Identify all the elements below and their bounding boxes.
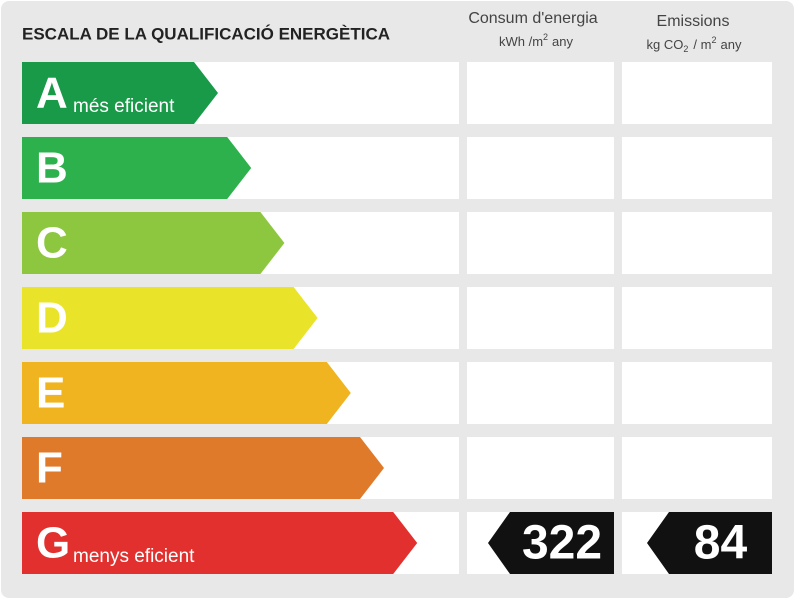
rating-arrow — [22, 212, 285, 274]
rating-arrow — [22, 512, 418, 574]
value-box — [622, 212, 772, 274]
unit-part: any — [720, 37, 741, 52]
unit-sup: 2 — [543, 32, 548, 42]
rating-label: més eficient — [73, 96, 175, 117]
value-badge — [647, 512, 772, 574]
column-title: Consum d'energia — [468, 10, 597, 27]
value-box — [467, 137, 614, 199]
value-box — [622, 137, 772, 199]
value-box — [622, 287, 772, 349]
rating-label: menys eficient — [73, 546, 195, 567]
value-box — [467, 437, 614, 499]
unit-part: / m — [693, 37, 711, 52]
unit-part: kWh /m — [499, 34, 543, 49]
column-title: Emissions — [657, 13, 730, 30]
value-box — [622, 362, 772, 424]
title: ESCALA DE LA QUALIFICACIÓ ENERGÈTICA — [22, 24, 390, 43]
value-box — [467, 62, 614, 124]
value-box — [467, 362, 614, 424]
unit-part: kg CO — [647, 37, 684, 52]
rating-arrow — [22, 287, 318, 349]
value-box — [622, 437, 772, 499]
value-box — [622, 62, 772, 124]
rating-letter: D — [36, 294, 68, 343]
value-text: 84 — [694, 517, 748, 570]
value-badge — [488, 512, 614, 574]
rating-letter: C — [36, 219, 68, 268]
rating-arrow — [22, 362, 351, 424]
column-unit: kg CO2/ m2 any — [647, 35, 742, 54]
value-box — [467, 212, 614, 274]
rating-arrow — [22, 137, 252, 199]
value-box — [467, 287, 614, 349]
column-unit: kWh /m2 any — [499, 32, 574, 49]
rating-letter: B — [36, 144, 68, 193]
rating-arrow — [22, 437, 384, 499]
rating-letter: E — [36, 369, 65, 418]
rating-letter: G — [36, 519, 70, 568]
unit-part: any — [552, 34, 573, 49]
value-text: 322 — [522, 517, 602, 570]
rating-letter: F — [36, 444, 63, 493]
unit-sup: 2 — [711, 35, 716, 45]
rating-letter: A — [36, 69, 68, 118]
rating-arrow — [22, 62, 218, 124]
unit-sub: 2 — [683, 44, 688, 54]
